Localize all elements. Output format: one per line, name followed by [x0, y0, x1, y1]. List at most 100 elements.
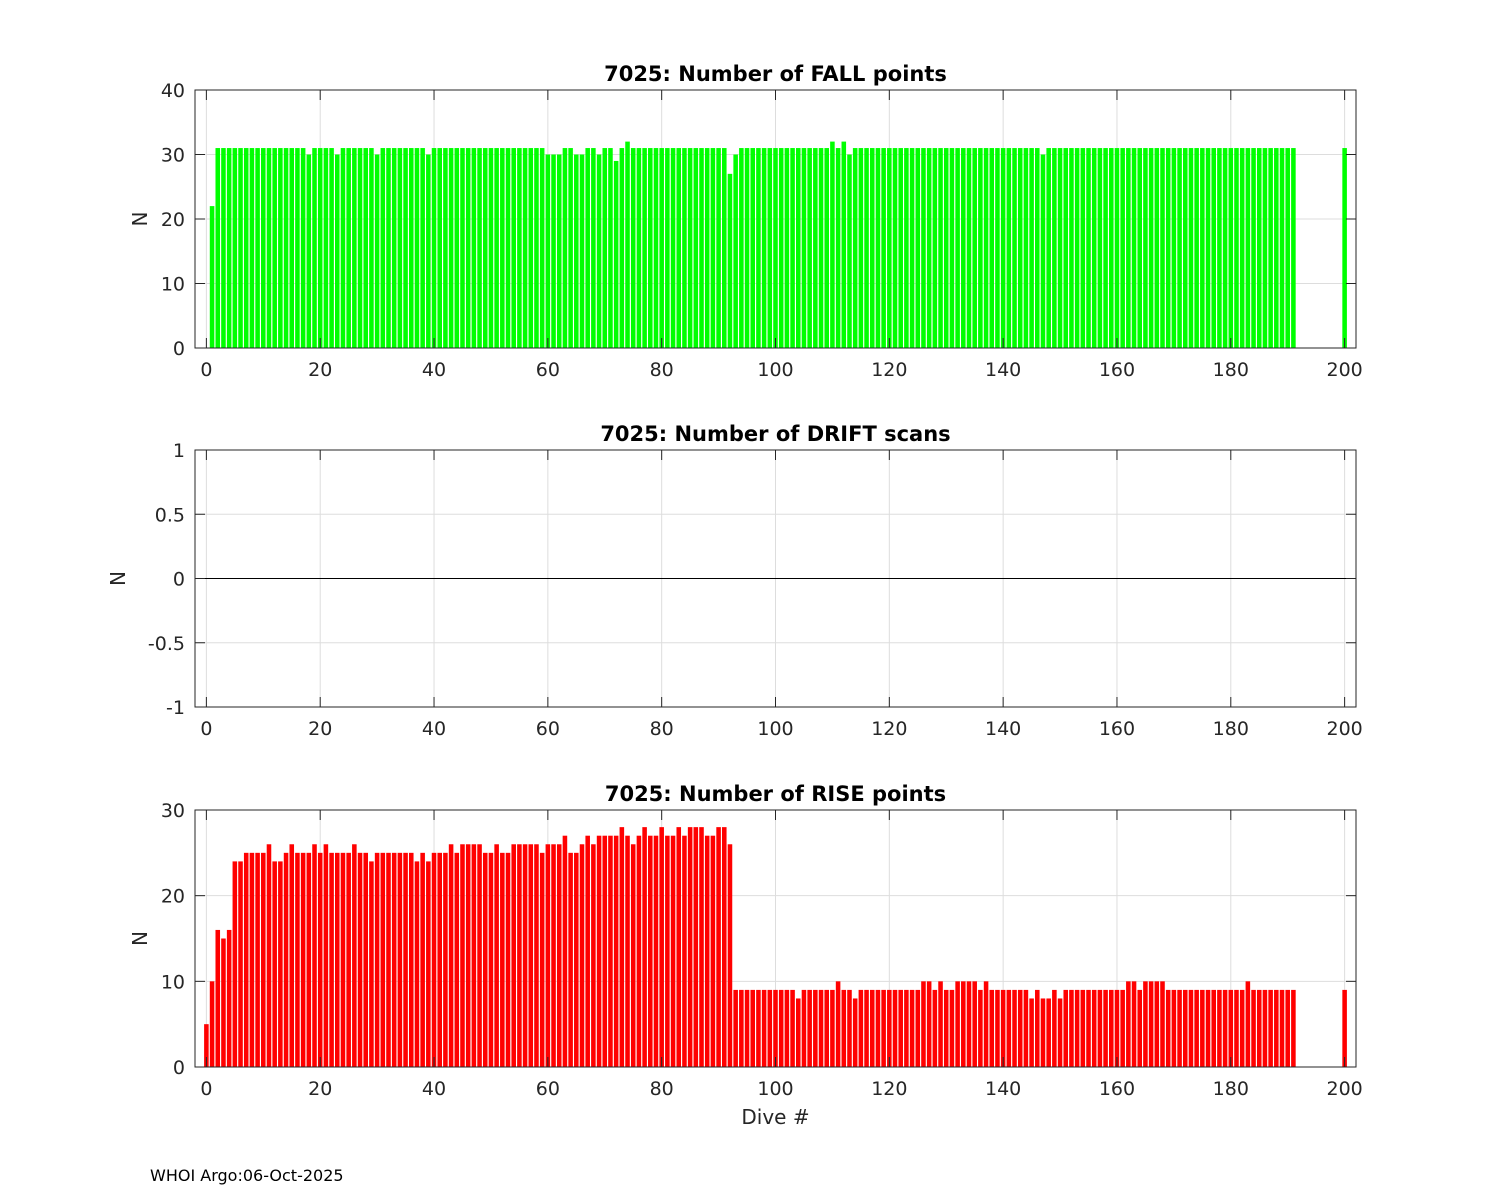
fall-bar — [1012, 148, 1017, 348]
fall-bar — [574, 154, 579, 348]
rise-bar — [1239, 989, 1245, 1067]
rise-x-tick-label: 80 — [650, 1078, 674, 1100]
drift-y-tick-label: -1 — [166, 697, 185, 719]
rise-bar — [374, 852, 380, 1067]
fall-bar — [568, 148, 573, 348]
fall-y-tick-label: 0 — [173, 338, 185, 360]
fall-bar — [665, 148, 670, 348]
rise-bar — [1029, 998, 1034, 1067]
rise-bar — [909, 989, 915, 1067]
fall-bar — [1251, 148, 1256, 348]
fall-bar — [932, 148, 938, 348]
rise-bar — [312, 844, 317, 1067]
rise-bar — [460, 844, 465, 1067]
rise-bar — [1148, 981, 1154, 1067]
rise-bar — [1023, 989, 1029, 1067]
fall-bar — [380, 148, 386, 348]
fall-bar — [317, 148, 323, 348]
rise-bar — [716, 827, 721, 1067]
drift-x-tick-label: 160 — [1099, 718, 1135, 740]
fall-bar — [983, 148, 989, 348]
rise-bar — [1279, 989, 1285, 1067]
fall-bar — [704, 148, 710, 348]
fall-bar — [1194, 148, 1199, 348]
rise-bar — [545, 844, 551, 1067]
rise-bar — [391, 852, 397, 1067]
rise-bar — [1262, 989, 1268, 1067]
fall-bar — [1171, 148, 1177, 348]
fall-bar — [1029, 148, 1034, 348]
rise-bar — [323, 844, 329, 1067]
rise-bar — [1080, 989, 1086, 1067]
fall-bar — [329, 148, 334, 348]
fall-bar — [488, 148, 494, 348]
fall-bar — [1256, 148, 1262, 348]
fall-bar — [221, 148, 226, 348]
fall-bar — [989, 148, 995, 348]
fall-bar — [369, 148, 374, 348]
rise-bar — [397, 852, 403, 1067]
drift-y-tick-label: 0.5 — [155, 504, 185, 526]
rise-bar — [1245, 981, 1251, 1067]
fall-bar — [727, 173, 733, 348]
rise-y-tick-label: 10 — [161, 971, 185, 993]
rise-x-tick-label: 20 — [308, 1078, 332, 1100]
rise-bar — [243, 852, 249, 1067]
fall-x-tick-label: 140 — [985, 359, 1021, 381]
rise-bar — [938, 981, 943, 1067]
rise-bar — [790, 989, 795, 1067]
rise-bar — [1046, 998, 1051, 1067]
fall-bar — [1154, 148, 1160, 348]
fall-bar — [539, 148, 545, 348]
fall-bar — [682, 148, 687, 348]
fall-bar — [443, 148, 448, 348]
rise-xlabel: Dive # — [741, 1105, 809, 1129]
rise-bar — [551, 844, 556, 1067]
rise-bar — [875, 989, 881, 1067]
rise-bar — [665, 835, 670, 1067]
rise-bar — [591, 844, 596, 1067]
fall-x-tick-label: 20 — [308, 359, 332, 381]
rise-bar — [238, 861, 243, 1067]
rise-bar — [221, 938, 226, 1067]
rise-bar — [807, 989, 812, 1067]
fall-bar — [767, 148, 773, 348]
fall-bar — [881, 148, 886, 348]
fall-bar — [1222, 148, 1228, 348]
fall-bar — [1182, 148, 1188, 348]
fall-bar — [357, 148, 363, 348]
rise-bar — [824, 989, 829, 1067]
rise-bar — [818, 989, 824, 1067]
fall-bar — [773, 148, 778, 348]
fall-bar — [818, 148, 824, 348]
fall-bar — [722, 148, 727, 348]
rise-bar — [653, 835, 659, 1067]
rise-bar — [414, 861, 420, 1067]
rise-bar — [670, 835, 676, 1067]
fall-bar — [875, 148, 881, 348]
rise-bar — [704, 835, 710, 1067]
fall-bar — [898, 148, 903, 348]
fall-bar — [995, 148, 1000, 348]
rise-bar — [1217, 989, 1222, 1067]
rise-bar — [750, 989, 756, 1067]
rise-bar — [306, 852, 312, 1067]
rise-x-tick-label: 180 — [1213, 1078, 1249, 1100]
rise-bar — [852, 998, 858, 1067]
fall-bar — [403, 148, 408, 348]
rise-bar — [1177, 989, 1182, 1067]
fall-bar — [426, 154, 431, 348]
fall-bar — [1109, 148, 1114, 348]
rise-bar — [864, 989, 869, 1067]
fall-bar — [1148, 148, 1154, 348]
fall-bar — [448, 148, 454, 348]
rise-bar — [687, 827, 693, 1067]
fall-bar — [1080, 148, 1086, 348]
fall-bar — [505, 148, 511, 348]
fall-bar — [619, 148, 625, 348]
rise-bar — [1268, 989, 1273, 1067]
fall-chart: 0 20 40 60 80 100 120 140 160 180 200 0 10 20 30 40 N 702… — [128, 62, 1363, 381]
fall-bar — [716, 148, 721, 348]
rise-bar — [346, 852, 351, 1067]
rise-bar — [1222, 989, 1228, 1067]
